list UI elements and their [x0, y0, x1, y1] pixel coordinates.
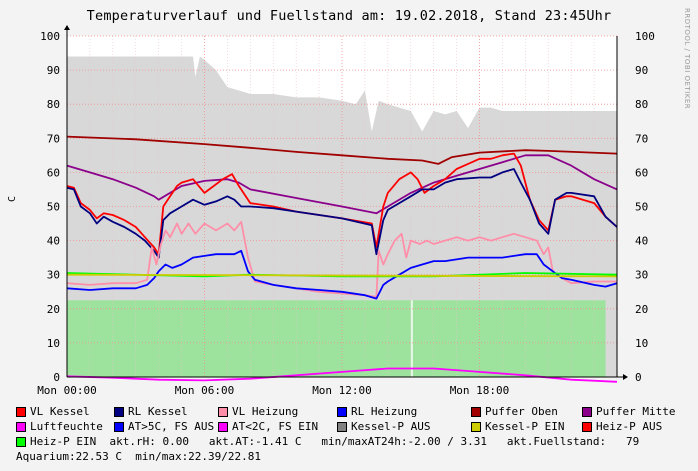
legend-label: Puffer Mitte [596, 405, 676, 418]
legend-label: AT>5C, FS AUS [128, 420, 215, 433]
y-tick-label-left: 60 [47, 166, 60, 179]
x-tick-label: Mon 00:00 [37, 384, 97, 397]
legend-swatch [16, 406, 26, 417]
legend-label: AT<2C, FS EIN [232, 420, 319, 433]
y-tick-label-left: 30 [47, 269, 60, 282]
legend-label: Kessel-P AUS [351, 420, 431, 433]
rrdtool-watermark: RRDTOOL / TOBI OETIKER [683, 8, 691, 110]
legend-swatch [16, 421, 26, 432]
series-puffer-mitte [66, 154, 618, 215]
legend-label: Heiz-P EIN [30, 435, 97, 448]
x-tick-label: Mon 06:00 [175, 384, 235, 397]
y-tick-label-right: 40 [635, 235, 648, 248]
legend-label: RL Kessel [128, 405, 188, 418]
legend-item-at-2c-fs-ein: AT<2C, FS EIN [218, 419, 318, 434]
y-tick-label-right: 10 [635, 337, 648, 350]
legend-item-puffer-mitte: Puffer Mitte [582, 404, 675, 419]
legend-item-puffer-oben: Puffer Oben [471, 404, 558, 419]
x-tick-label: Mon 18:00 [450, 384, 510, 397]
y-tick-label-left: 80 [47, 98, 60, 111]
y-axis-arrow [64, 25, 70, 30]
legend-item-rl-kessel: RL Kessel [114, 404, 188, 419]
legend-label: Heiz-P AUS [596, 420, 663, 433]
x-axis-arrow [623, 374, 628, 380]
y-tick-label-right: 90 [635, 64, 648, 77]
legend-label: Kessel-P EIN [485, 420, 565, 433]
y-tick-label-right: 0 [635, 371, 642, 384]
y-tick-label-left: 40 [47, 235, 60, 248]
y-tick-label-left: 0 [53, 371, 60, 384]
legend-swatch [337, 421, 347, 432]
chart-area: 0 0 10 10 20 20 30 30 40 40 50 50 60 60 70 70 80 80 90 90 10… [37, 25, 655, 397]
legend-item-kessel-p-ein: Kessel-P EIN [471, 419, 564, 434]
legend-label: Puffer Oben [485, 405, 558, 418]
legend-item-vl-kessel: VL Kessel [16, 404, 90, 419]
legend: VL Kessel RL Kessel VL Heizung RL Heizung Pu… [16, 404, 696, 464]
series-rl-kessel [66, 168, 618, 259]
legend-row-4: Aquarium:22.53 C min/max:22.39/22.81 [16, 449, 696, 464]
y-tick-label-left: 50 [47, 201, 60, 214]
y-tick-label-right: 70 [635, 132, 648, 145]
y-tick-label-left: 70 [47, 132, 60, 145]
legend-item-kessel-p-aus: Kessel-P AUS [337, 419, 430, 434]
legend-label: VL Heizung [232, 405, 299, 418]
series-puffer-oben [66, 135, 618, 165]
legend-item-rl-heizung: RL Heizung [337, 404, 417, 419]
legend-label: Luftfeuchte [30, 420, 103, 433]
area-luftfeuchte [67, 300, 606, 377]
legend-item-luftfeuchte: Luftfeuchte [16, 419, 103, 434]
y-tick-label-right: 50 [635, 201, 648, 214]
series-rl-heizung [66, 249, 618, 300]
legend-row-2: Luftfeuchte AT>5C, FS AUS AT<2C, FS EIN Kes… [16, 419, 696, 434]
y-tick-label-right: 100 [635, 30, 655, 43]
legend-item-heiz-p-aus: Heiz-P AUS [582, 419, 662, 434]
y-tick-label-left: 10 [47, 337, 60, 350]
legend-swatch [471, 421, 481, 432]
legend-label: RL Heizung [351, 405, 418, 418]
y-tick-label-left: 90 [47, 64, 60, 77]
legend-swatch [218, 406, 228, 417]
legend-swatch [114, 406, 124, 417]
y-tick-label-left: 20 [47, 303, 60, 316]
y-tick-label-right: 60 [635, 166, 648, 179]
series-kessel-p-ein [66, 273, 618, 278]
legend-row-3: Heiz-P EIN akt.rH: 0.00 akt.AT:-1.41 C m… [16, 434, 696, 449]
legend-item-heiz-p-ein: Heiz-P EIN [16, 434, 96, 449]
legend-label: VL Kessel [30, 405, 90, 418]
y-tick-label-right: 20 [635, 303, 648, 316]
legend-swatch [582, 421, 592, 432]
legend-swatch [218, 421, 228, 432]
y-tick-label-right: 30 [635, 269, 648, 282]
y-tick-label-left: 100 [40, 30, 60, 43]
legend-swatch [582, 406, 592, 417]
aquarium-info: Aquarium:22.53 C min/max:22.39/22.81 [16, 450, 262, 463]
legend-swatch [114, 421, 124, 432]
chart-svg: 0 0 10 10 20 20 30 30 40 40 50 50 60 60 70 70 80 80 90 90 10… [37, 25, 655, 397]
y-tick-label-right: 80 [635, 98, 648, 111]
legend-swatch [16, 436, 26, 447]
legend-item-at-5c-fs-aus: AT>5C, FS AUS [114, 419, 214, 434]
series-at-5c-fs-aus [66, 367, 618, 383]
legend-swatch [337, 406, 347, 417]
status-info: akt.rH: 0.00 akt.AT:-1.41 C min/maxAT24h… [96, 435, 640, 448]
chart-title: Temperaturverlauf und Fuellstand am: 19.… [86, 8, 612, 24]
x-tick-label: Mon 12:00 [312, 384, 372, 397]
legend-swatch [471, 406, 481, 417]
legend-item-vl-heizung: VL Heizung [218, 404, 298, 419]
legend-row-1: VL Kessel RL Kessel VL Heizung RL Heizung Pu… [16, 404, 696, 419]
